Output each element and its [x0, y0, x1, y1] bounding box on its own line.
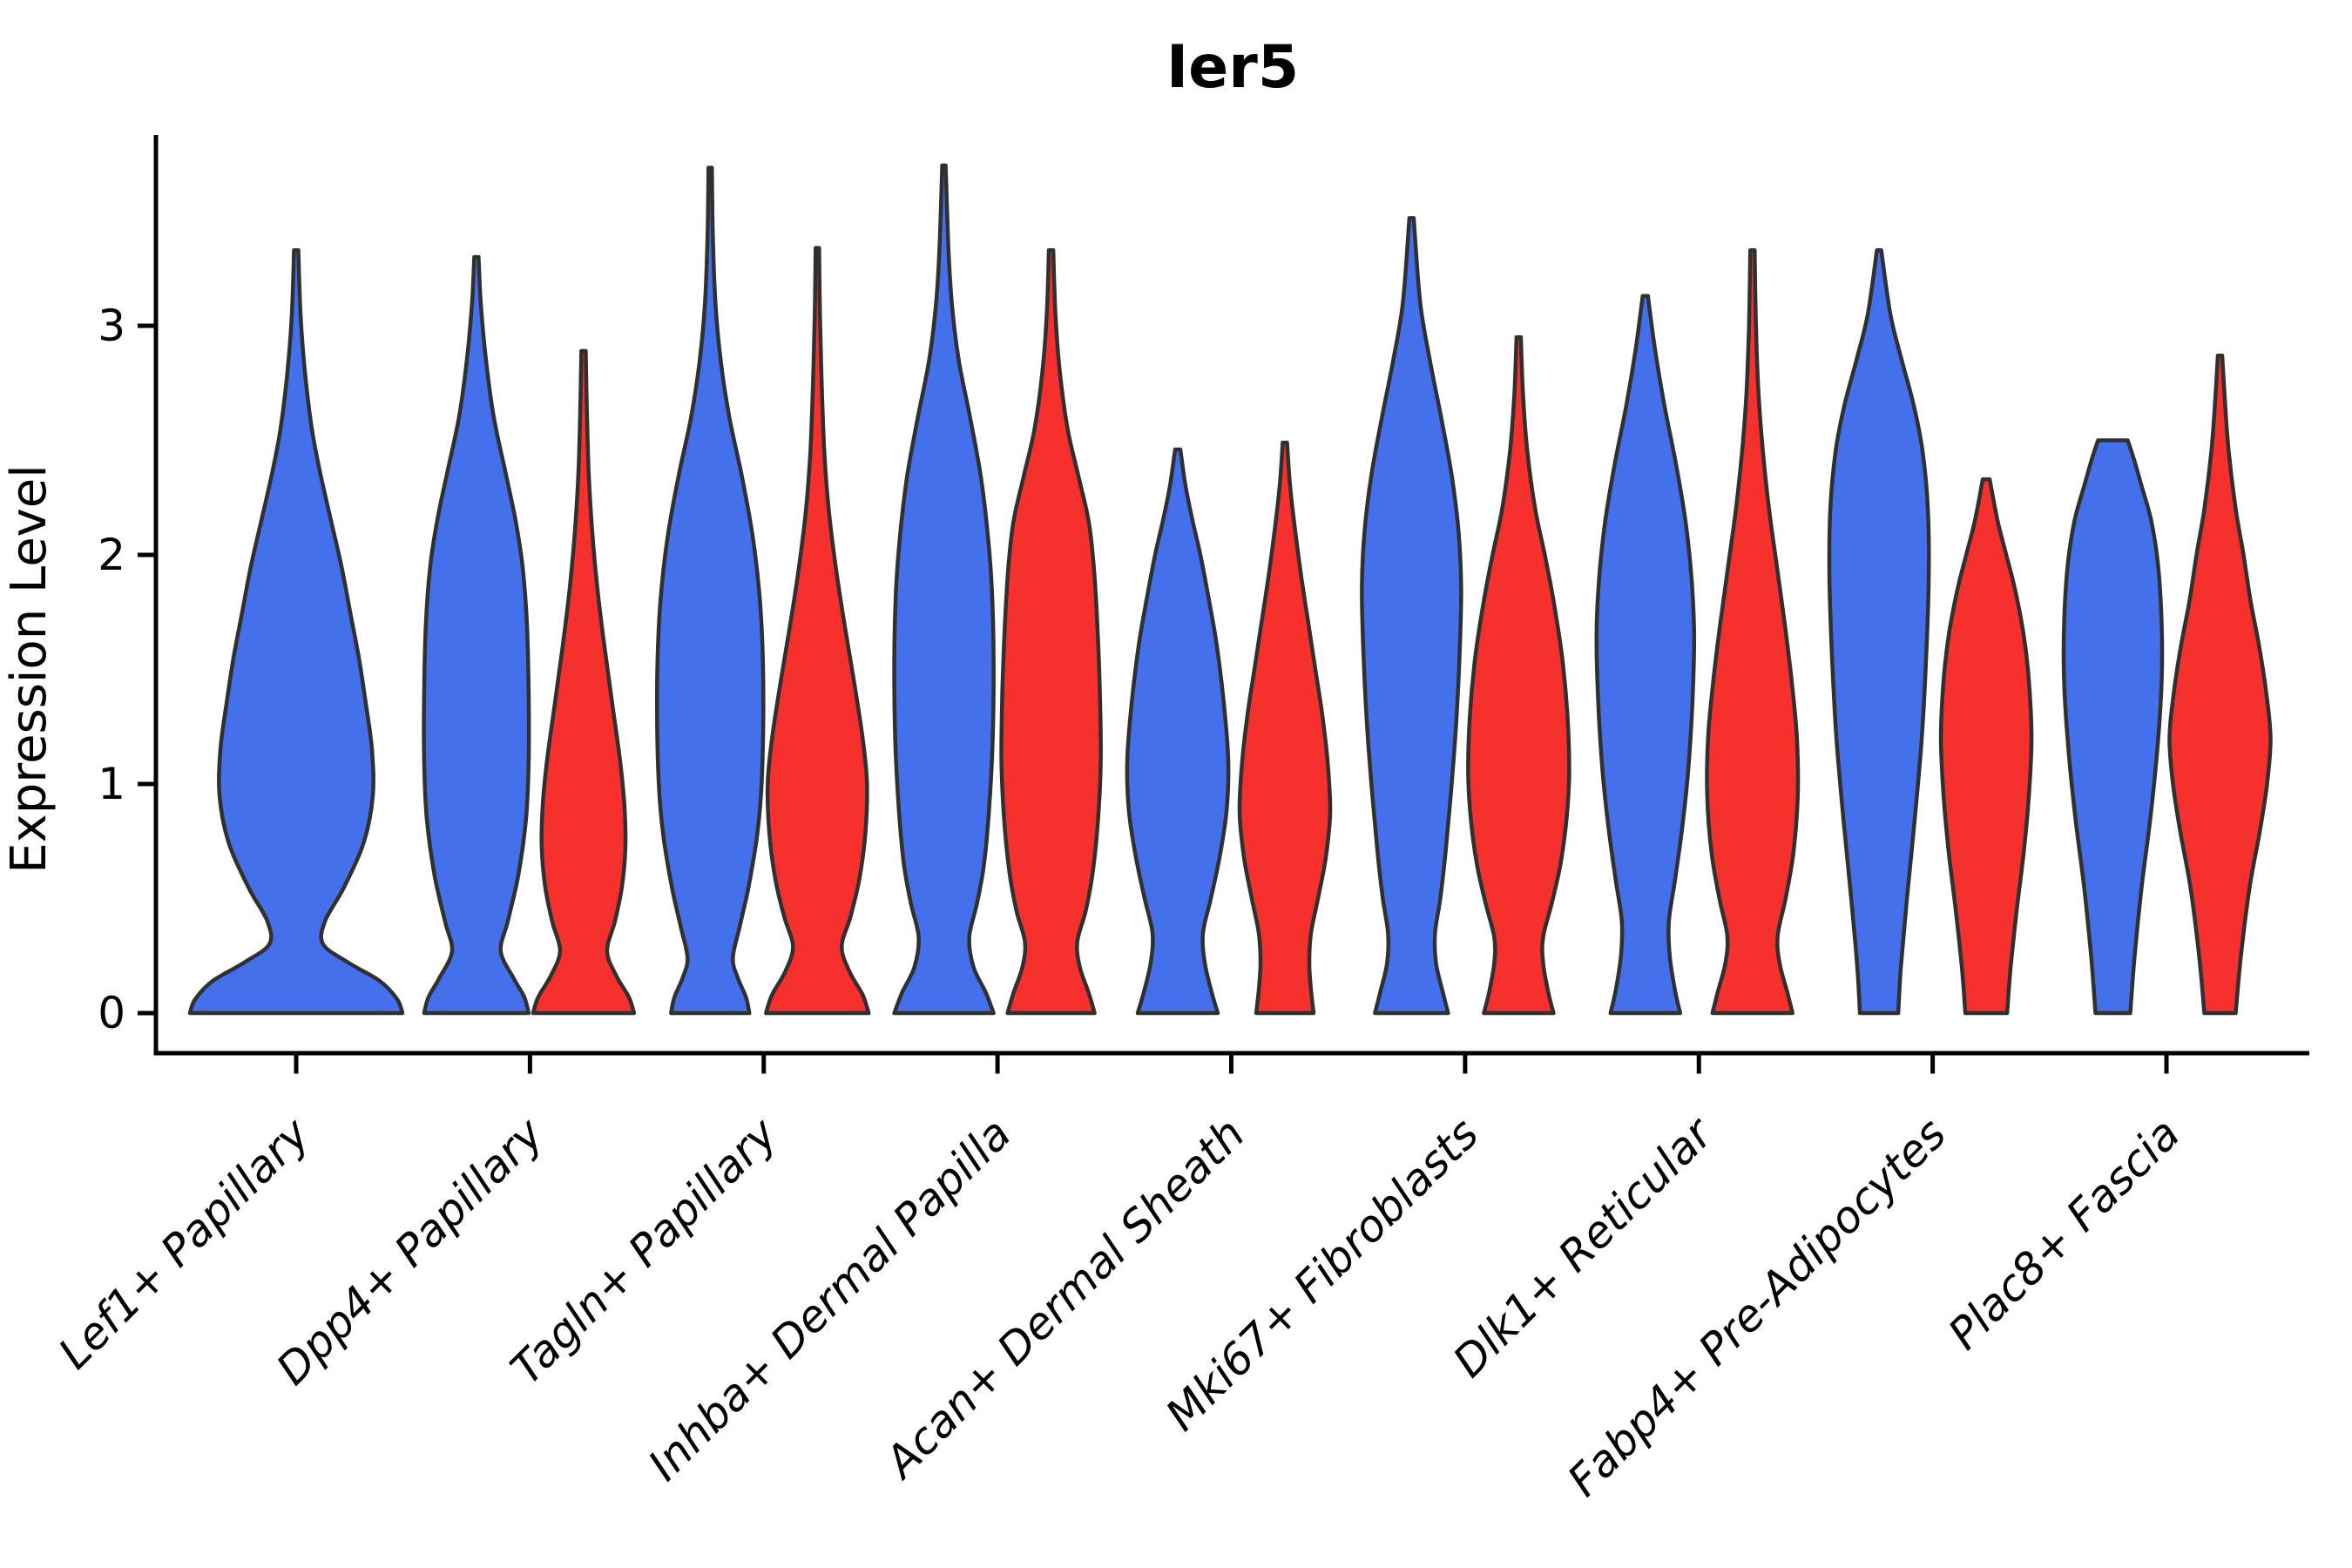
violin-lef1-papillary-blue	[187, 247, 405, 1016]
violin-fabp4-pre-adipocytes-red	[1938, 476, 2034, 1016]
violin-dpp4-papillary-red	[531, 348, 637, 1016]
x-tick-label-fabp4-pre-adipocytes: Fabp4+ Pre-Adipocytes	[1558, 1108, 1957, 1506]
y-tick-label-3: 3	[98, 301, 125, 351]
violin-tagln-papillary-blue	[654, 166, 766, 1016]
x-tick-label-plac8-fascia: Plac8+ Fascia	[1939, 1108, 2190, 1359]
violin-dpp4-papillary-blue	[422, 254, 531, 1016]
violin-acan-dermal-sheath-red	[1237, 440, 1333, 1016]
y-tick-label-2: 2	[98, 530, 125, 580]
violins-layer	[187, 163, 2273, 1016]
violin-acan-dermal-sheath-blue	[1125, 447, 1231, 1016]
y-tick-label-0: 0	[98, 988, 125, 1038]
y-tick-label-1: 1	[98, 759, 125, 809]
chart-title: Ier5	[1166, 33, 1299, 102]
violin-plac8-fascia-blue	[2061, 438, 2165, 1016]
violin-dlk1-reticular-blue	[1594, 294, 1697, 1016]
violin-dlk1-reticular-red	[1705, 247, 1801, 1016]
violin-fabp4-pre-adipocytes-blue	[1827, 247, 1931, 1016]
violin-inhba-dermal-papilla-blue	[892, 163, 996, 1016]
violin-plac8-fascia-red	[2167, 353, 2273, 1016]
violin-inhba-dermal-papilla-red	[999, 247, 1103, 1016]
x-tick-label-dlk1-reticular: Dlk1+ Reticular	[1443, 1106, 1724, 1387]
violin-tagln-papillary-red	[764, 246, 871, 1016]
violin-mki67-fibroblasts-blue	[1360, 216, 1463, 1016]
x-tick-label-lef1-papillary: Lef1+ Papillary	[49, 1107, 320, 1378]
violin-mki67-fibroblasts-red	[1466, 335, 1571, 1016]
y-axis-label: Expression Level	[1, 464, 57, 874]
